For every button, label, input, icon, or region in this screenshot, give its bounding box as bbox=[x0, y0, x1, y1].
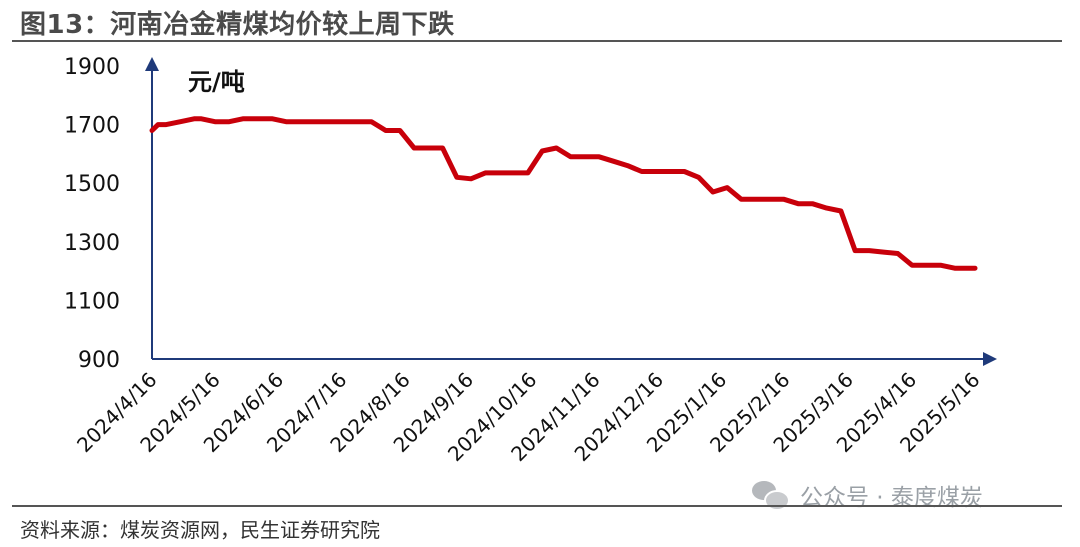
y-axis-ticks: 900 1100 1300 1500 1700 1900 bbox=[64, 55, 120, 373]
y-tick-label: 1100 bbox=[64, 289, 120, 314]
footer-rule bbox=[12, 505, 1062, 507]
unit-label: 元/吨 bbox=[188, 68, 245, 96]
series-line bbox=[149, 116, 978, 271]
y-tick-label: 900 bbox=[78, 348, 120, 373]
y-tick-label: 1500 bbox=[64, 172, 120, 197]
y-tick-label: 1900 bbox=[64, 55, 120, 80]
y-tick-label: 1700 bbox=[64, 114, 120, 139]
figure-title: 图13：河南冶金精煤均价较上周下跌 bbox=[20, 10, 455, 40]
title-rule bbox=[12, 40, 1062, 42]
x-axis-ticks: 2024/4/162024/5/162024/6/162024/7/162024… bbox=[72, 368, 984, 466]
source-note: 资料来源：煤炭资源网，民生证券研究院 bbox=[20, 518, 380, 542]
y-tick-label: 1300 bbox=[64, 231, 120, 256]
